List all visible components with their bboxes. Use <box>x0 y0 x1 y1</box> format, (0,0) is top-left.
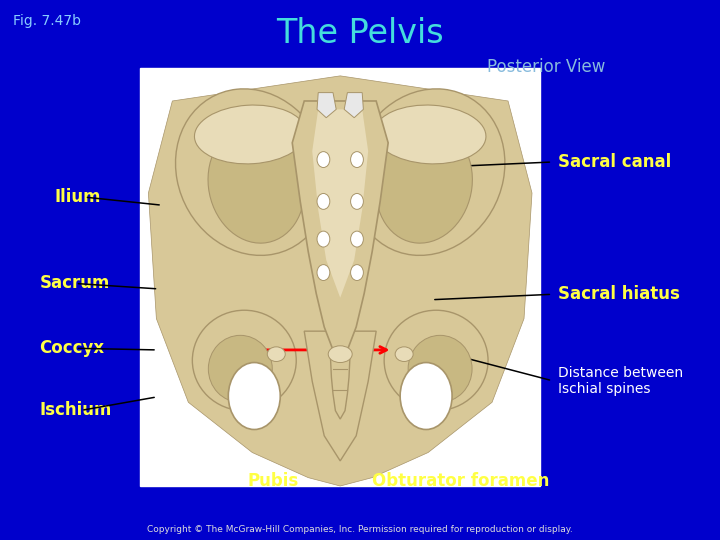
Ellipse shape <box>317 193 330 210</box>
Polygon shape <box>312 109 368 298</box>
Text: Coccyx: Coccyx <box>40 339 104 357</box>
Ellipse shape <box>384 310 488 410</box>
Ellipse shape <box>317 152 330 167</box>
Ellipse shape <box>408 335 472 402</box>
Ellipse shape <box>194 105 306 164</box>
Text: Sacral canal: Sacral canal <box>558 153 671 171</box>
Ellipse shape <box>208 126 305 243</box>
Ellipse shape <box>208 335 272 402</box>
Ellipse shape <box>351 193 364 210</box>
Text: The Pelvis: The Pelvis <box>276 17 444 50</box>
Ellipse shape <box>376 126 472 243</box>
Polygon shape <box>148 76 532 486</box>
Ellipse shape <box>176 89 329 255</box>
Ellipse shape <box>400 362 452 429</box>
Text: Ischium: Ischium <box>40 401 112 420</box>
Ellipse shape <box>317 231 330 247</box>
Text: Pubis: Pubis <box>248 472 300 490</box>
Text: Distance between
Ischial spines: Distance between Ischial spines <box>558 366 683 396</box>
Text: Obturator foramen: Obturator foramen <box>372 472 549 490</box>
Text: Ilium: Ilium <box>54 188 101 206</box>
Ellipse shape <box>192 310 296 410</box>
Ellipse shape <box>228 362 280 429</box>
Polygon shape <box>305 331 376 461</box>
Text: Sacral hiatus: Sacral hiatus <box>558 285 680 303</box>
Text: Sacrum: Sacrum <box>40 274 110 293</box>
Polygon shape <box>330 352 350 419</box>
Text: Posterior View: Posterior View <box>487 58 605 76</box>
Ellipse shape <box>317 265 330 280</box>
Text: Copyright © The McGraw-Hill Companies, Inc. Permission required for reproduction: Copyright © The McGraw-Hill Companies, I… <box>147 524 573 534</box>
Polygon shape <box>292 101 388 356</box>
Ellipse shape <box>267 347 285 361</box>
Ellipse shape <box>351 152 364 167</box>
Bar <box>140 68 540 486</box>
Ellipse shape <box>374 105 486 164</box>
Ellipse shape <box>351 89 505 255</box>
Polygon shape <box>344 93 364 118</box>
Polygon shape <box>317 93 336 118</box>
Ellipse shape <box>395 347 413 361</box>
Ellipse shape <box>328 346 352 362</box>
Ellipse shape <box>351 265 364 280</box>
Ellipse shape <box>351 231 364 247</box>
Text: Fig. 7.47b: Fig. 7.47b <box>13 14 81 28</box>
